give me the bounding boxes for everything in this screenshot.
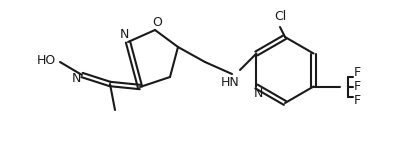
Text: HO: HO xyxy=(37,54,56,67)
Text: F: F xyxy=(354,80,361,93)
Text: F: F xyxy=(354,94,361,107)
Text: F: F xyxy=(354,66,361,79)
Text: HN: HN xyxy=(221,76,240,88)
Text: N: N xyxy=(119,29,129,41)
Text: N: N xyxy=(254,87,263,100)
Text: O: O xyxy=(152,17,162,29)
Text: N: N xyxy=(71,73,81,85)
Text: Cl: Cl xyxy=(274,10,286,24)
